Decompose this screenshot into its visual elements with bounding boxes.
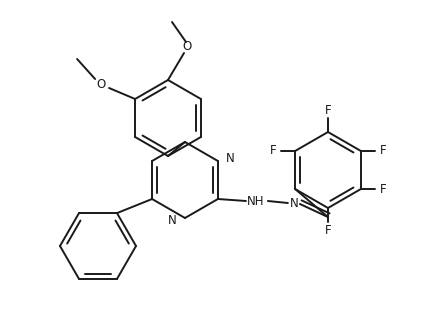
Text: F: F <box>325 104 331 116</box>
Text: N: N <box>226 153 235 166</box>
Text: N: N <box>168 214 177 227</box>
Text: NH: NH <box>247 195 265 208</box>
Text: F: F <box>380 145 386 157</box>
Text: F: F <box>380 182 386 195</box>
Text: F: F <box>270 145 276 157</box>
Text: O: O <box>182 40 192 53</box>
Text: N: N <box>289 196 298 210</box>
Text: O: O <box>96 78 106 92</box>
Text: F: F <box>325 223 331 236</box>
